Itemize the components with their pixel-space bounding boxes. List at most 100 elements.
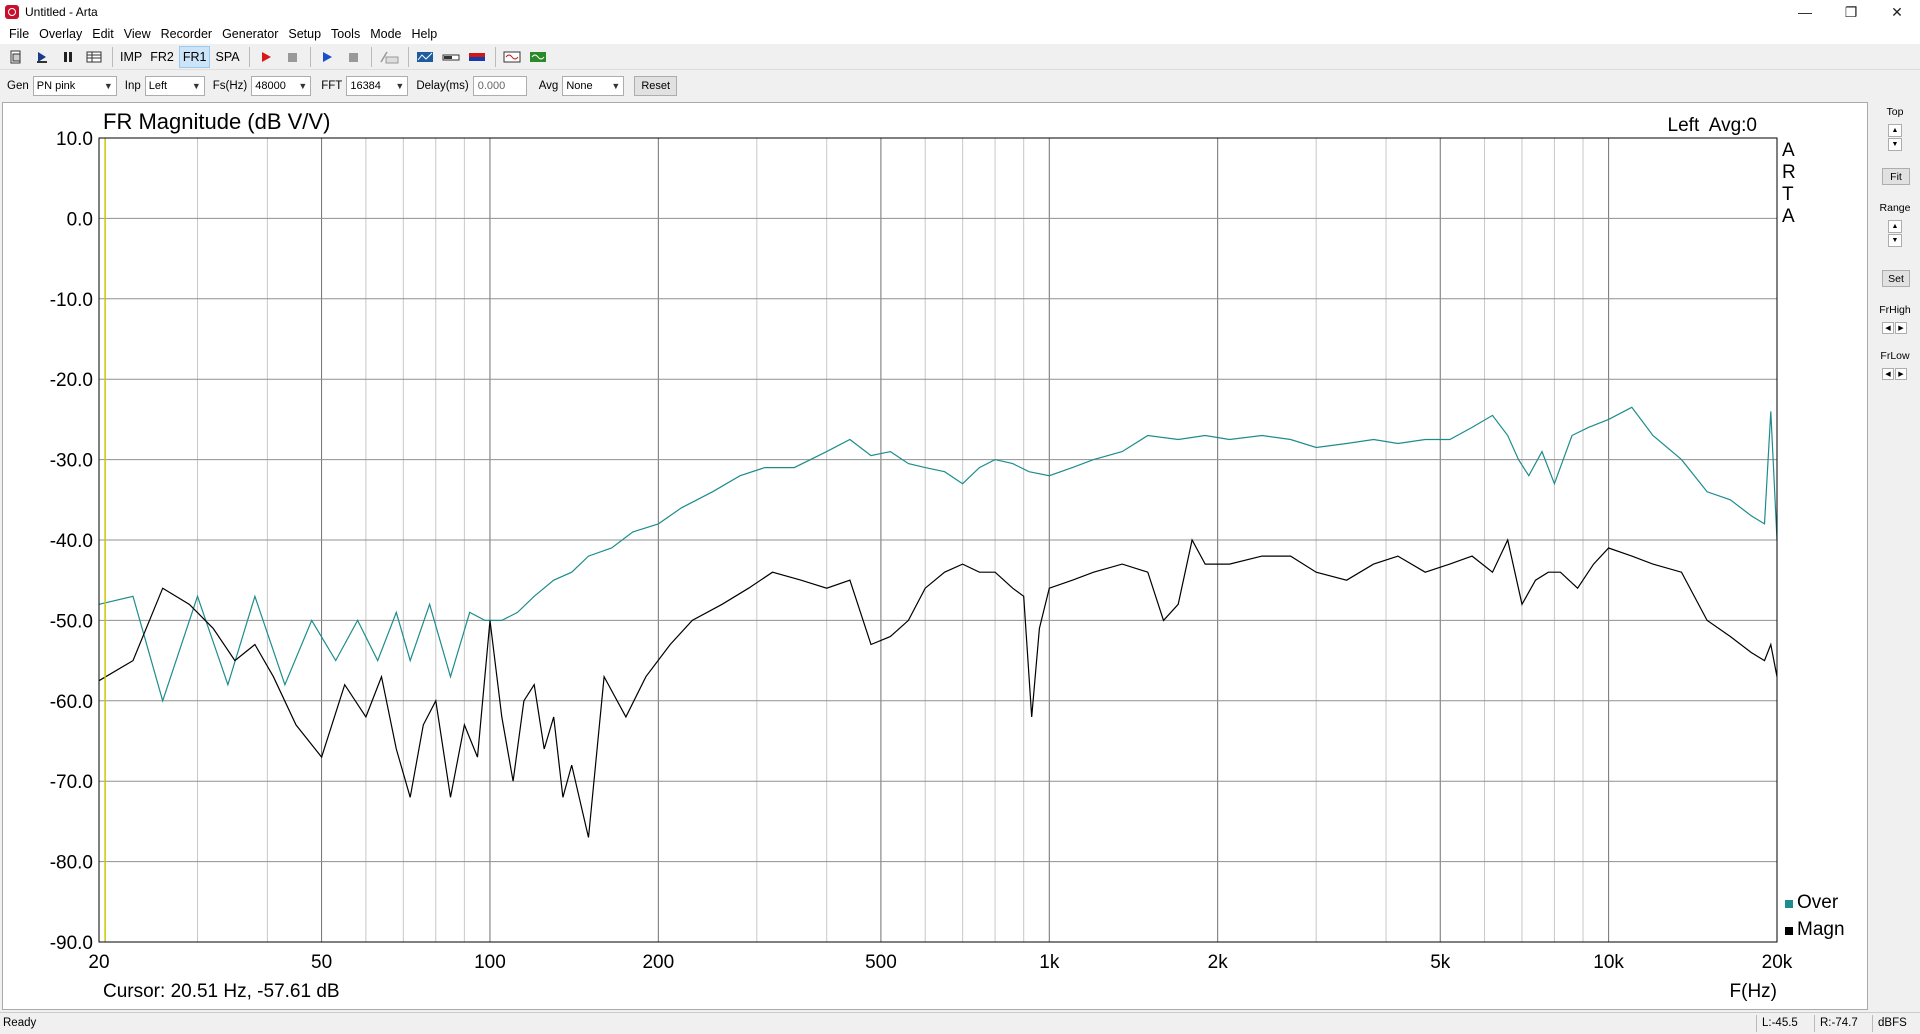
delay-input[interactable]: 0.000 [472,76,527,96]
frlow-label: FrLow [1880,350,1910,362]
brand-letter: A [1782,140,1795,161]
stop-icon[interactable] [280,46,304,68]
generator-icon[interactable] [526,46,550,68]
top-down-button[interactable]: ▼ [1888,138,1902,151]
inp-label: Inp [124,80,141,92]
y-tick-label: 10.0 [56,129,93,150]
menu-edit[interactable]: Edit [92,27,114,41]
rec-icon[interactable] [376,46,402,68]
frhigh-right-button[interactable]: ▶ [1895,322,1907,334]
signal-icon[interactable] [465,46,489,68]
fit-button[interactable]: Fit [1882,168,1910,185]
legend-swatch [1785,927,1793,935]
level-units: dBFS [1878,1017,1907,1029]
record-icon[interactable] [254,46,278,68]
parameter-bar: Gen PN pink ▼ Inp Left ▼ Fs(Hz) 48000 ▼ … [0,72,1920,100]
y-tick-label: -50.0 [50,611,93,632]
scope-icon[interactable] [413,46,437,68]
mode-fr2-button[interactable]: FR2 [150,49,174,64]
y-tick-label: -30.0 [50,451,93,472]
toolbar-separator [309,46,311,67]
chevron-down-icon: ▼ [298,81,308,91]
set-button[interactable]: Set [1882,270,1910,287]
x-tick-label: 2k [1208,952,1229,973]
x-tick-label: 50 [311,952,332,973]
toolbar-separator [370,46,372,67]
right-level-readout: R:-74.7 [1820,1017,1858,1029]
cursor-readout: Cursor: 20.51 Hz, -57.61 dB [103,981,340,1002]
channel-avg-label: Left Avg:0 [1668,115,1757,136]
gen-label: Gen [7,80,29,92]
mode-spa-button[interactable]: SPA [215,49,240,64]
reset-button[interactable]: Reset [634,76,678,96]
grid [99,137,1777,943]
x-tick-label: 10k [1593,952,1624,973]
fft-label: FFT [321,80,343,92]
open-icon[interactable] [30,46,54,68]
menu-overlay[interactable]: Overlay [39,27,83,41]
play-icon[interactable] [315,46,339,68]
x-tick-label: 20k [1762,952,1793,973]
generator-select[interactable]: PN pink ▼ [32,76,117,96]
meter-icon[interactable] [439,46,463,68]
frhigh-left-button[interactable]: ◀ [1882,322,1894,334]
minimize-button[interactable]: — [1798,4,1812,20]
pause-icon[interactable] [56,46,80,68]
input-select[interactable]: Left ▼ [144,76,205,96]
menu-view[interactable]: View [123,27,151,41]
y-tick-label: 0.0 [67,209,93,230]
toolbar: IMP FR2 FR1 SPA [0,44,1920,70]
legend: Over Magn [1785,892,1845,940]
chart-title: FR Magnitude (dB V/V) [103,109,330,134]
restore-button[interactable]: ❐ [1844,3,1858,20]
fft-size-select[interactable]: 16384 ▼ [346,76,409,96]
menu-help[interactable]: Help [411,27,438,41]
frlow-left-button[interactable]: ◀ [1882,368,1894,380]
chart-area[interactable]: 10.0 0.0 -10.0 -20.0 -30.0 -40.0 -50.0 -60.0 -70… [2,102,1868,1010]
mode-fr1-button[interactable]: FR1 [178,45,211,68]
y-tick-label: -90.0 [50,933,93,954]
mode-imp-button[interactable]: IMP [120,49,143,64]
toolbar-separator [494,46,496,67]
menu-bar: File Overlay Edit View Recorder Generato… [0,24,1920,44]
range-down-button[interactable]: ▼ [1888,234,1902,247]
series-layer [98,406,1778,838]
avg-label: Avg [538,80,559,92]
menu-recorder[interactable]: Recorder [160,27,213,41]
axis-labels: 10.0 0.0 -10.0 -20.0 -30.0 -40.0 -50.0 -60.0 -70… [50,129,1793,973]
arta-app-icon [5,5,19,19]
brand-letter: T [1782,184,1794,205]
series-line-magn [98,538,1778,838]
legend-label: Over [1797,892,1839,913]
input-select-value: Left [148,80,168,92]
menu-tools[interactable]: Tools [331,27,361,41]
x-axis-label: F(Hz) [1730,981,1777,1002]
status-bar: Ready L:-45.5 R:-74.7 dBFS [0,1012,1920,1034]
top-up-button[interactable]: ▲ [1888,124,1902,137]
sample-rate-select[interactable]: 48000 ▼ [251,76,312,96]
menu-mode[interactable]: Mode [370,27,402,41]
x-tick-label: 100 [474,952,506,973]
frlow-right-button[interactable]: ▶ [1895,368,1907,380]
top-label: Top [1886,106,1904,118]
range-up-button[interactable]: ▲ [1888,220,1902,233]
grid-icon[interactable] [82,46,106,68]
toolbar-separator [248,46,250,67]
close-button[interactable]: ✕ [1891,3,1903,20]
legend-swatch [1785,900,1793,908]
menu-generator[interactable]: Generator [222,27,279,41]
legend-label: Magn [1797,919,1845,940]
title-bar: Untitled - Arta — ❐ ✕ [0,0,1920,24]
x-tick-label: 200 [642,952,674,973]
frequency-response-chart[interactable]: 10.0 0.0 -10.0 -20.0 -30.0 -40.0 -50.0 -60.0 -70… [3,103,1867,1009]
average-select[interactable]: None ▼ [562,76,625,96]
new-icon[interactable] [4,46,28,68]
menu-file[interactable]: File [9,27,30,41]
menu-setup[interactable]: Setup [288,27,322,41]
waveform-icon[interactable] [500,46,524,68]
stop-icon[interactable] [341,46,365,68]
y-tick-label: -70.0 [50,772,93,793]
y-tick-label: -40.0 [50,531,93,552]
chevron-down-icon: ▼ [103,81,113,91]
toolbar-separator [112,46,113,67]
